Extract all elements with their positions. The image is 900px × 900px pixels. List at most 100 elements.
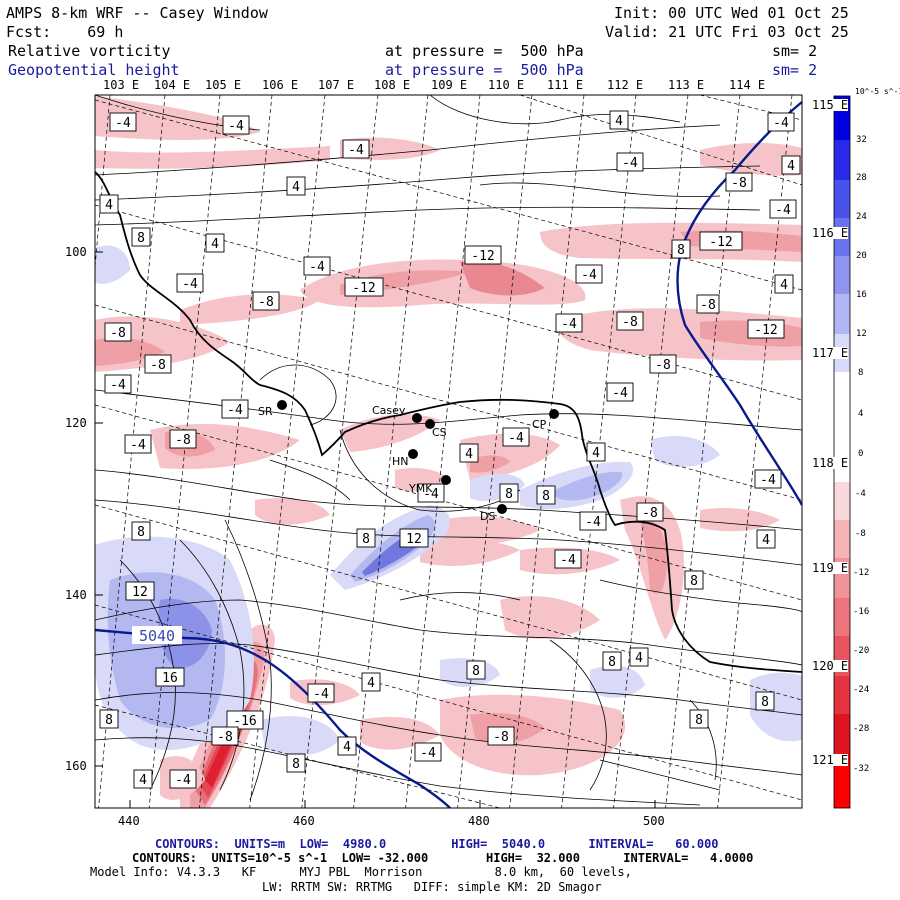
colorbar-tick: -4 <box>855 489 866 499</box>
contour-label: -8 <box>649 354 677 374</box>
svg-text:CS: CS <box>432 426 447 439</box>
svg-text:-4: -4 <box>622 156 638 171</box>
contour-label: 4 <box>205 233 225 253</box>
station-hn[interactable]: HN <box>392 449 418 468</box>
contour-labels: -4 -4 4 -4 -4 4 4 -4 -8 -12 -4 8 8 -12 4… <box>99 110 801 789</box>
contour-label: 12 <box>125 581 155 601</box>
svg-text:5040: 5040 <box>139 627 175 645</box>
vorticity-contour-info: CONTOURS: UNITS=10^-5 s^-1 LOW= -32.000 … <box>132 851 754 865</box>
contour-label: 8 <box>684 570 704 590</box>
station-ds[interactable]: DS <box>480 504 507 523</box>
contour-label: -8 <box>616 311 644 331</box>
y-tick-label: 120 <box>65 416 87 430</box>
contour-label: 8 <box>755 691 775 711</box>
station-ymk[interactable]: YMK <box>408 475 451 495</box>
contour-label: 8 <box>286 753 306 773</box>
svg-text:4: 4 <box>635 651 643 666</box>
svg-text:4: 4 <box>592 446 600 461</box>
svg-text:-4: -4 <box>115 116 131 131</box>
svg-text:4: 4 <box>465 447 473 462</box>
svg-text:8: 8 <box>137 525 145 540</box>
colorbar-tick: 32 <box>856 135 867 145</box>
svg-text:-4: -4 <box>309 260 325 275</box>
longitude-label: 103 E <box>103 78 140 92</box>
svg-text:-4: -4 <box>182 277 198 292</box>
station-cp[interactable]: CP <box>532 409 559 431</box>
station-sr[interactable]: SR <box>258 400 287 418</box>
contour-label: 8 <box>689 709 709 729</box>
axis-ticks <box>95 251 656 808</box>
contour-label: 4 <box>756 529 776 549</box>
contour-label: 8 <box>671 239 691 259</box>
svg-text:-12: -12 <box>352 281 375 296</box>
contour-label: -4 <box>414 742 442 762</box>
svg-text:-4: -4 <box>508 431 524 446</box>
svg-text:8: 8 <box>690 574 698 589</box>
contour-label: 8 <box>131 227 151 247</box>
contour-label: -4 <box>502 427 530 447</box>
svg-text:-4: -4 <box>348 143 364 158</box>
svg-text:-8: -8 <box>493 730 509 745</box>
svg-text:-8: -8 <box>731 176 747 191</box>
forecast-hour: Fcst: 69 h <box>6 23 124 41</box>
colorbar-tick: 28 <box>856 173 867 183</box>
contour-label: -4 <box>307 683 335 703</box>
contour-label: -4 <box>769 199 797 219</box>
model-info: Model Info: V4.3.3 KF MYJ PBL Morrison 8… <box>90 865 632 879</box>
contour-label: 8 <box>131 521 151 541</box>
contour-label: 4 <box>609 110 629 130</box>
contour-label: -4 <box>169 769 197 789</box>
colorbar-tick: -12 <box>853 568 870 578</box>
longitude-label: 112 E <box>607 78 644 92</box>
svg-text:4: 4 <box>780 278 788 293</box>
longitude-label: 106 E <box>262 78 299 92</box>
longitude-label: 105 E <box>205 78 242 92</box>
svg-text:8: 8 <box>505 487 513 502</box>
svg-text:-4: -4 <box>130 438 146 453</box>
contour-label: 4 <box>459 443 479 463</box>
station-cs[interactable]: CS <box>425 419 447 439</box>
contour-label: -4 <box>606 382 634 402</box>
colorbar-tick: -28 <box>853 724 870 734</box>
svg-text:YMK: YMK <box>408 482 433 495</box>
contour-label: -4 <box>417 483 445 503</box>
contour-label: 4 <box>361 672 381 692</box>
contour-label: 4 <box>586 442 606 462</box>
contour-label: 8 <box>466 660 486 680</box>
svg-text:4: 4 <box>615 114 623 129</box>
svg-text:12: 12 <box>132 585 148 600</box>
contour-label: 4 <box>133 769 153 789</box>
longitude-label: 121 E <box>812 753 849 767</box>
contour-label: -12 <box>344 277 384 297</box>
y-tick-label: 100 <box>65 245 87 259</box>
svg-text:4: 4 <box>367 676 375 691</box>
station-casey[interactable]: Casey <box>372 404 422 423</box>
svg-text:12: 12 <box>406 532 422 547</box>
svg-text:4: 4 <box>762 533 770 548</box>
contour-label: 4 <box>99 194 119 214</box>
vorticity-contour-lines <box>95 95 802 806</box>
contour-label: -4 <box>342 139 370 159</box>
svg-text:SR: SR <box>258 405 273 418</box>
svg-text:-4: -4 <box>420 746 436 761</box>
field2-smoothing: sm= 2 <box>772 61 818 79</box>
colorbar-tick: -20 <box>853 646 870 656</box>
contour-label: 4 <box>286 176 306 196</box>
colorbar-tick: -8 <box>855 529 866 539</box>
contour-label: -16 <box>226 710 264 730</box>
svg-text:HN: HN <box>392 455 409 468</box>
height-contour-label: 5040 <box>132 626 182 645</box>
contour-label: 4 <box>629 647 649 667</box>
contour-label: 8 <box>356 528 376 548</box>
field2-level: at pressure = 500 hPa <box>385 61 584 79</box>
colorbar-tick: 24 <box>856 212 867 222</box>
svg-text:8: 8 <box>695 713 703 728</box>
svg-text:4: 4 <box>211 237 219 252</box>
contour-label: -12 <box>747 319 785 339</box>
contour-label: 8 <box>602 651 622 671</box>
contour-label: -8 <box>696 294 720 314</box>
y-tick-label: 140 <box>65 588 87 602</box>
longitude-label: 104 E <box>154 78 191 92</box>
svg-text:-8: -8 <box>110 326 126 341</box>
svg-text:8: 8 <box>472 664 480 679</box>
